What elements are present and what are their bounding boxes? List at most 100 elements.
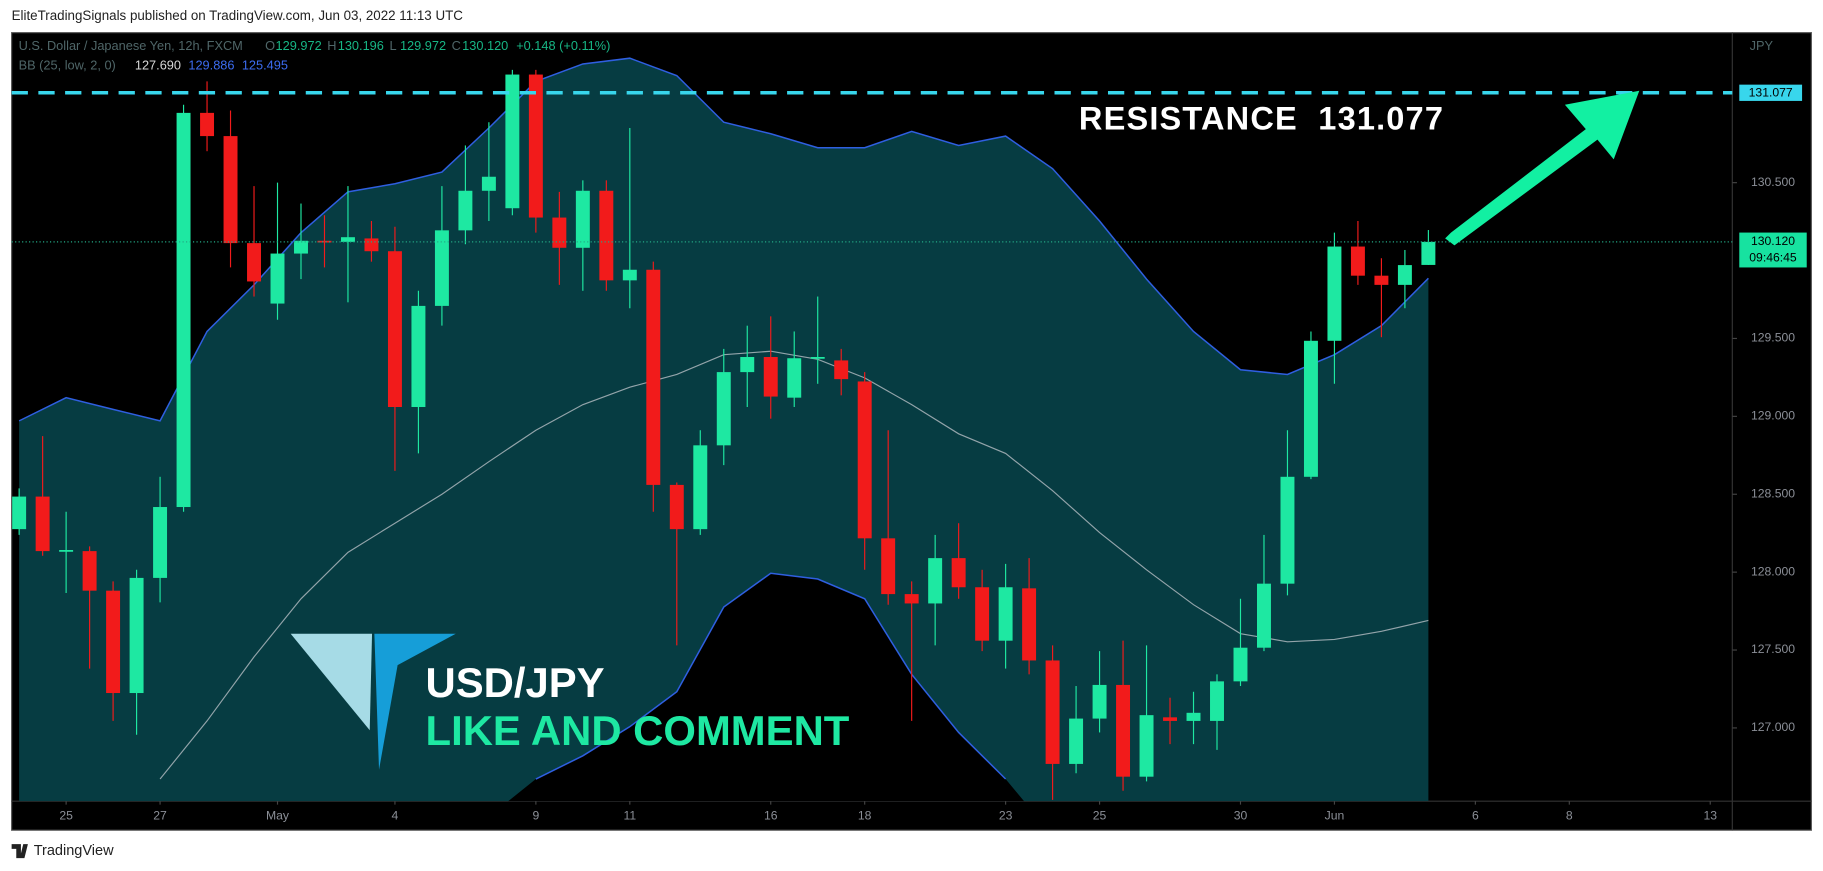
candle-body xyxy=(200,112,215,137)
candle-body xyxy=(904,594,919,604)
candle-body xyxy=(928,558,943,604)
x-tick-label: 18 xyxy=(858,808,872,822)
candle-body xyxy=(1257,583,1271,648)
x-tick-label: 27 xyxy=(153,808,167,822)
candle-body xyxy=(975,587,990,641)
candle-body xyxy=(1421,241,1436,265)
footer-logo xyxy=(11,844,28,859)
candle-body xyxy=(763,356,778,397)
x-tick-label: 13 xyxy=(1703,808,1717,822)
candle-body xyxy=(1327,246,1342,341)
candle-body xyxy=(481,176,496,191)
candle-body xyxy=(270,253,285,304)
x-tick-label: 4 xyxy=(392,808,399,822)
legend-key: H xyxy=(327,38,336,53)
resistance-axis-label: 131.077 xyxy=(1749,86,1793,100)
candle-body xyxy=(1397,265,1412,285)
candle-body xyxy=(340,237,355,242)
candle-body xyxy=(1163,717,1178,721)
candle-body xyxy=(1186,712,1201,721)
candle-body xyxy=(129,577,144,694)
candle-body xyxy=(35,496,50,552)
candle-body xyxy=(434,230,449,306)
x-tick-label: 16 xyxy=(764,808,778,822)
band-line xyxy=(535,572,1007,780)
y-tick-label: 127.000 xyxy=(1751,720,1795,734)
candle-body xyxy=(1069,718,1084,764)
candle-body xyxy=(387,251,402,408)
candle-body xyxy=(552,217,567,248)
candle-body xyxy=(622,269,637,281)
candle-body xyxy=(646,269,661,485)
y-tick-label: 129.500 xyxy=(1751,331,1795,345)
publisher-line: EliteTradingSignals published on Trading… xyxy=(12,8,464,23)
candle-body xyxy=(1280,476,1295,584)
x-tick-label: 23 xyxy=(999,808,1013,822)
last-price-label: 130.120 xyxy=(1751,234,1795,248)
candle-body xyxy=(1303,340,1318,477)
indicator-name: BB (25, low, 2, 0) xyxy=(19,58,116,73)
x-tick-label: 6 xyxy=(1472,808,1479,822)
candle-body xyxy=(364,238,379,252)
legend-key: C xyxy=(452,38,461,53)
candle-body xyxy=(1022,588,1037,661)
watermark-logo-light xyxy=(290,633,373,731)
candle-body xyxy=(810,356,825,359)
candle-body xyxy=(951,558,966,588)
band-lower-mask xyxy=(508,573,1025,802)
logo-icon xyxy=(11,844,28,859)
legend-value: 129.972 xyxy=(400,38,446,53)
legend-symbol: U.S. Dollar / Japanese Yen, 12h, FXCM xyxy=(19,38,243,53)
candle-body xyxy=(153,507,168,578)
candle-body xyxy=(317,240,332,243)
plot-clip xyxy=(12,57,1436,802)
candle-body xyxy=(223,136,238,244)
watermark-logo-blue xyxy=(374,633,456,770)
candle-body xyxy=(176,112,191,508)
candle-body xyxy=(716,372,731,446)
candle-body xyxy=(1092,684,1107,719)
x-tick-label: 25 xyxy=(59,808,73,822)
candle-body xyxy=(1045,660,1060,764)
candle-body xyxy=(59,550,74,552)
legend-key: O xyxy=(265,38,275,53)
legend-value: 130.120 xyxy=(462,38,508,53)
y-tick-label: 128.500 xyxy=(1751,486,1795,500)
resistance-annotation: RESISTANCE 131.077 xyxy=(1079,101,1444,137)
indicator-value: 127.690 xyxy=(135,58,181,73)
candle-body xyxy=(82,551,97,591)
y-tick-label: 129.000 xyxy=(1751,409,1795,423)
y-tick-label: 130.500 xyxy=(1751,175,1795,189)
candle-body xyxy=(411,305,426,408)
legend-value: 129.972 xyxy=(276,38,322,53)
resistance-axis-tag xyxy=(1739,84,1803,101)
footer-brand: TradingView xyxy=(34,843,114,859)
candle-body xyxy=(599,190,614,281)
candle-body xyxy=(1374,275,1389,285)
legend-value: 130.196 xyxy=(338,38,384,53)
candle-body xyxy=(1210,681,1224,721)
candle-body xyxy=(294,240,308,254)
legend-key: L xyxy=(389,38,396,53)
candle-body xyxy=(458,190,473,231)
candle-body xyxy=(834,360,849,380)
legend-change: +0.148 (+0.11%) xyxy=(516,38,610,53)
candle-body xyxy=(1116,684,1131,777)
candle-body xyxy=(1233,647,1248,682)
candle-body xyxy=(575,190,590,248)
watermark-subtitle: LIKE AND COMMENT xyxy=(426,707,850,754)
candle-body xyxy=(998,587,1013,641)
y-tick-label: 128.000 xyxy=(1751,564,1795,578)
x-tick-label: 30 xyxy=(1234,808,1248,822)
candle-body xyxy=(528,74,543,218)
last-price-tag xyxy=(1739,232,1807,268)
candle-body xyxy=(505,74,520,209)
candle-body xyxy=(693,445,708,530)
candle-body xyxy=(857,381,872,539)
x-tick-label: Jun xyxy=(1325,808,1345,822)
candle-body xyxy=(1139,715,1154,777)
x-tick-label: 25 xyxy=(1093,808,1107,822)
candle-body xyxy=(740,356,755,373)
